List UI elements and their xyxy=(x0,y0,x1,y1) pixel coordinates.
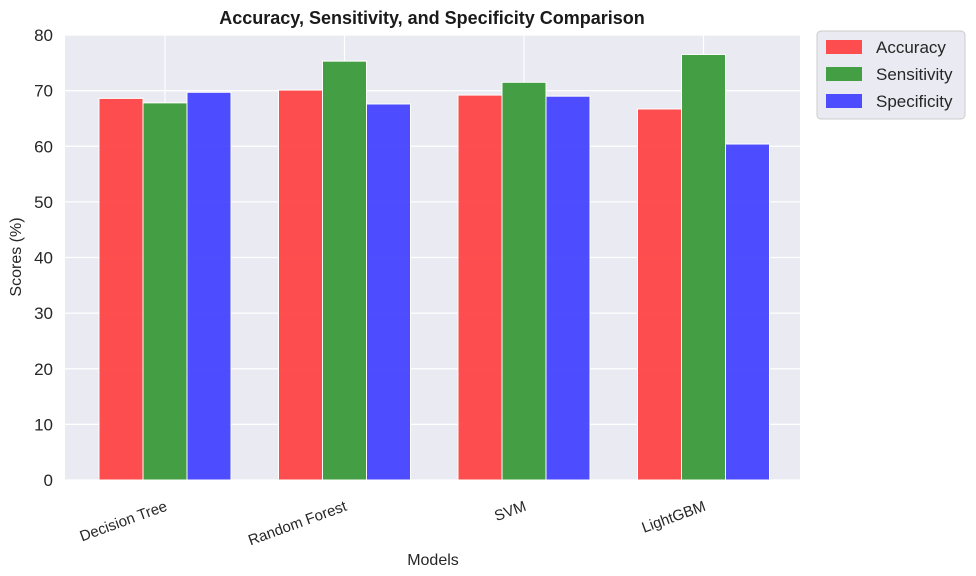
bar-accuracy-random-forest xyxy=(278,89,323,481)
legend-label-sensitivity: Sensitivity xyxy=(876,65,953,84)
bar-specificity-random-forest xyxy=(366,103,411,481)
bar-specificity-svm xyxy=(545,95,591,481)
x-tick-labels: Decision Tree Random Forest SVM LightGBM xyxy=(77,498,708,550)
bar-accuracy-lightgbm xyxy=(637,108,682,481)
x-tick-label: SVM xyxy=(492,498,528,525)
y-tick-label: 0 xyxy=(44,471,53,490)
legend-label-accuracy: Accuracy xyxy=(876,38,946,57)
bar-sensitivity-decision-tree xyxy=(142,102,188,481)
legend-swatch-sensitivity xyxy=(826,67,862,81)
bar-sensitivity-random-forest xyxy=(322,60,367,481)
bar-accuracy-svm xyxy=(457,94,503,481)
x-tick-label: Random Forest xyxy=(246,498,350,550)
y-tick-label: 40 xyxy=(34,249,53,268)
x-axis-label: Models xyxy=(407,552,459,569)
bar-sensitivity-svm xyxy=(501,81,547,481)
y-tick-label: 70 xyxy=(34,82,53,101)
legend-label-specificity: Specificity xyxy=(876,92,953,111)
y-axis-label: Scores (%) xyxy=(8,217,25,296)
bar-specificity-lightgbm xyxy=(725,143,770,481)
y-tick-labels: 0 10 20 30 40 50 60 70 80 xyxy=(34,26,53,490)
legend-swatch-accuracy xyxy=(826,40,862,54)
y-tick-label: 60 xyxy=(34,137,53,156)
bar-sensitivity-lightgbm xyxy=(681,53,726,481)
legend: Accuracy Sensitivity Specificity xyxy=(816,30,966,120)
y-tick-label: 20 xyxy=(34,360,53,379)
y-tick-label: 80 xyxy=(34,26,53,45)
y-tick-label: 50 xyxy=(34,193,53,212)
x-tick-label: Decision Tree xyxy=(77,498,169,545)
chart-title: Accuracy, Sensitivity, and Specificity C… xyxy=(219,8,644,28)
bar-specificity-decision-tree xyxy=(186,91,232,481)
bar-accuracy-decision-tree xyxy=(98,97,144,481)
y-tick-label: 10 xyxy=(34,415,53,434)
y-tick-label: 30 xyxy=(34,304,53,323)
legend-swatch-specificity xyxy=(826,94,862,108)
x-tick-label: LightGBM xyxy=(640,498,708,537)
bars xyxy=(98,53,770,481)
